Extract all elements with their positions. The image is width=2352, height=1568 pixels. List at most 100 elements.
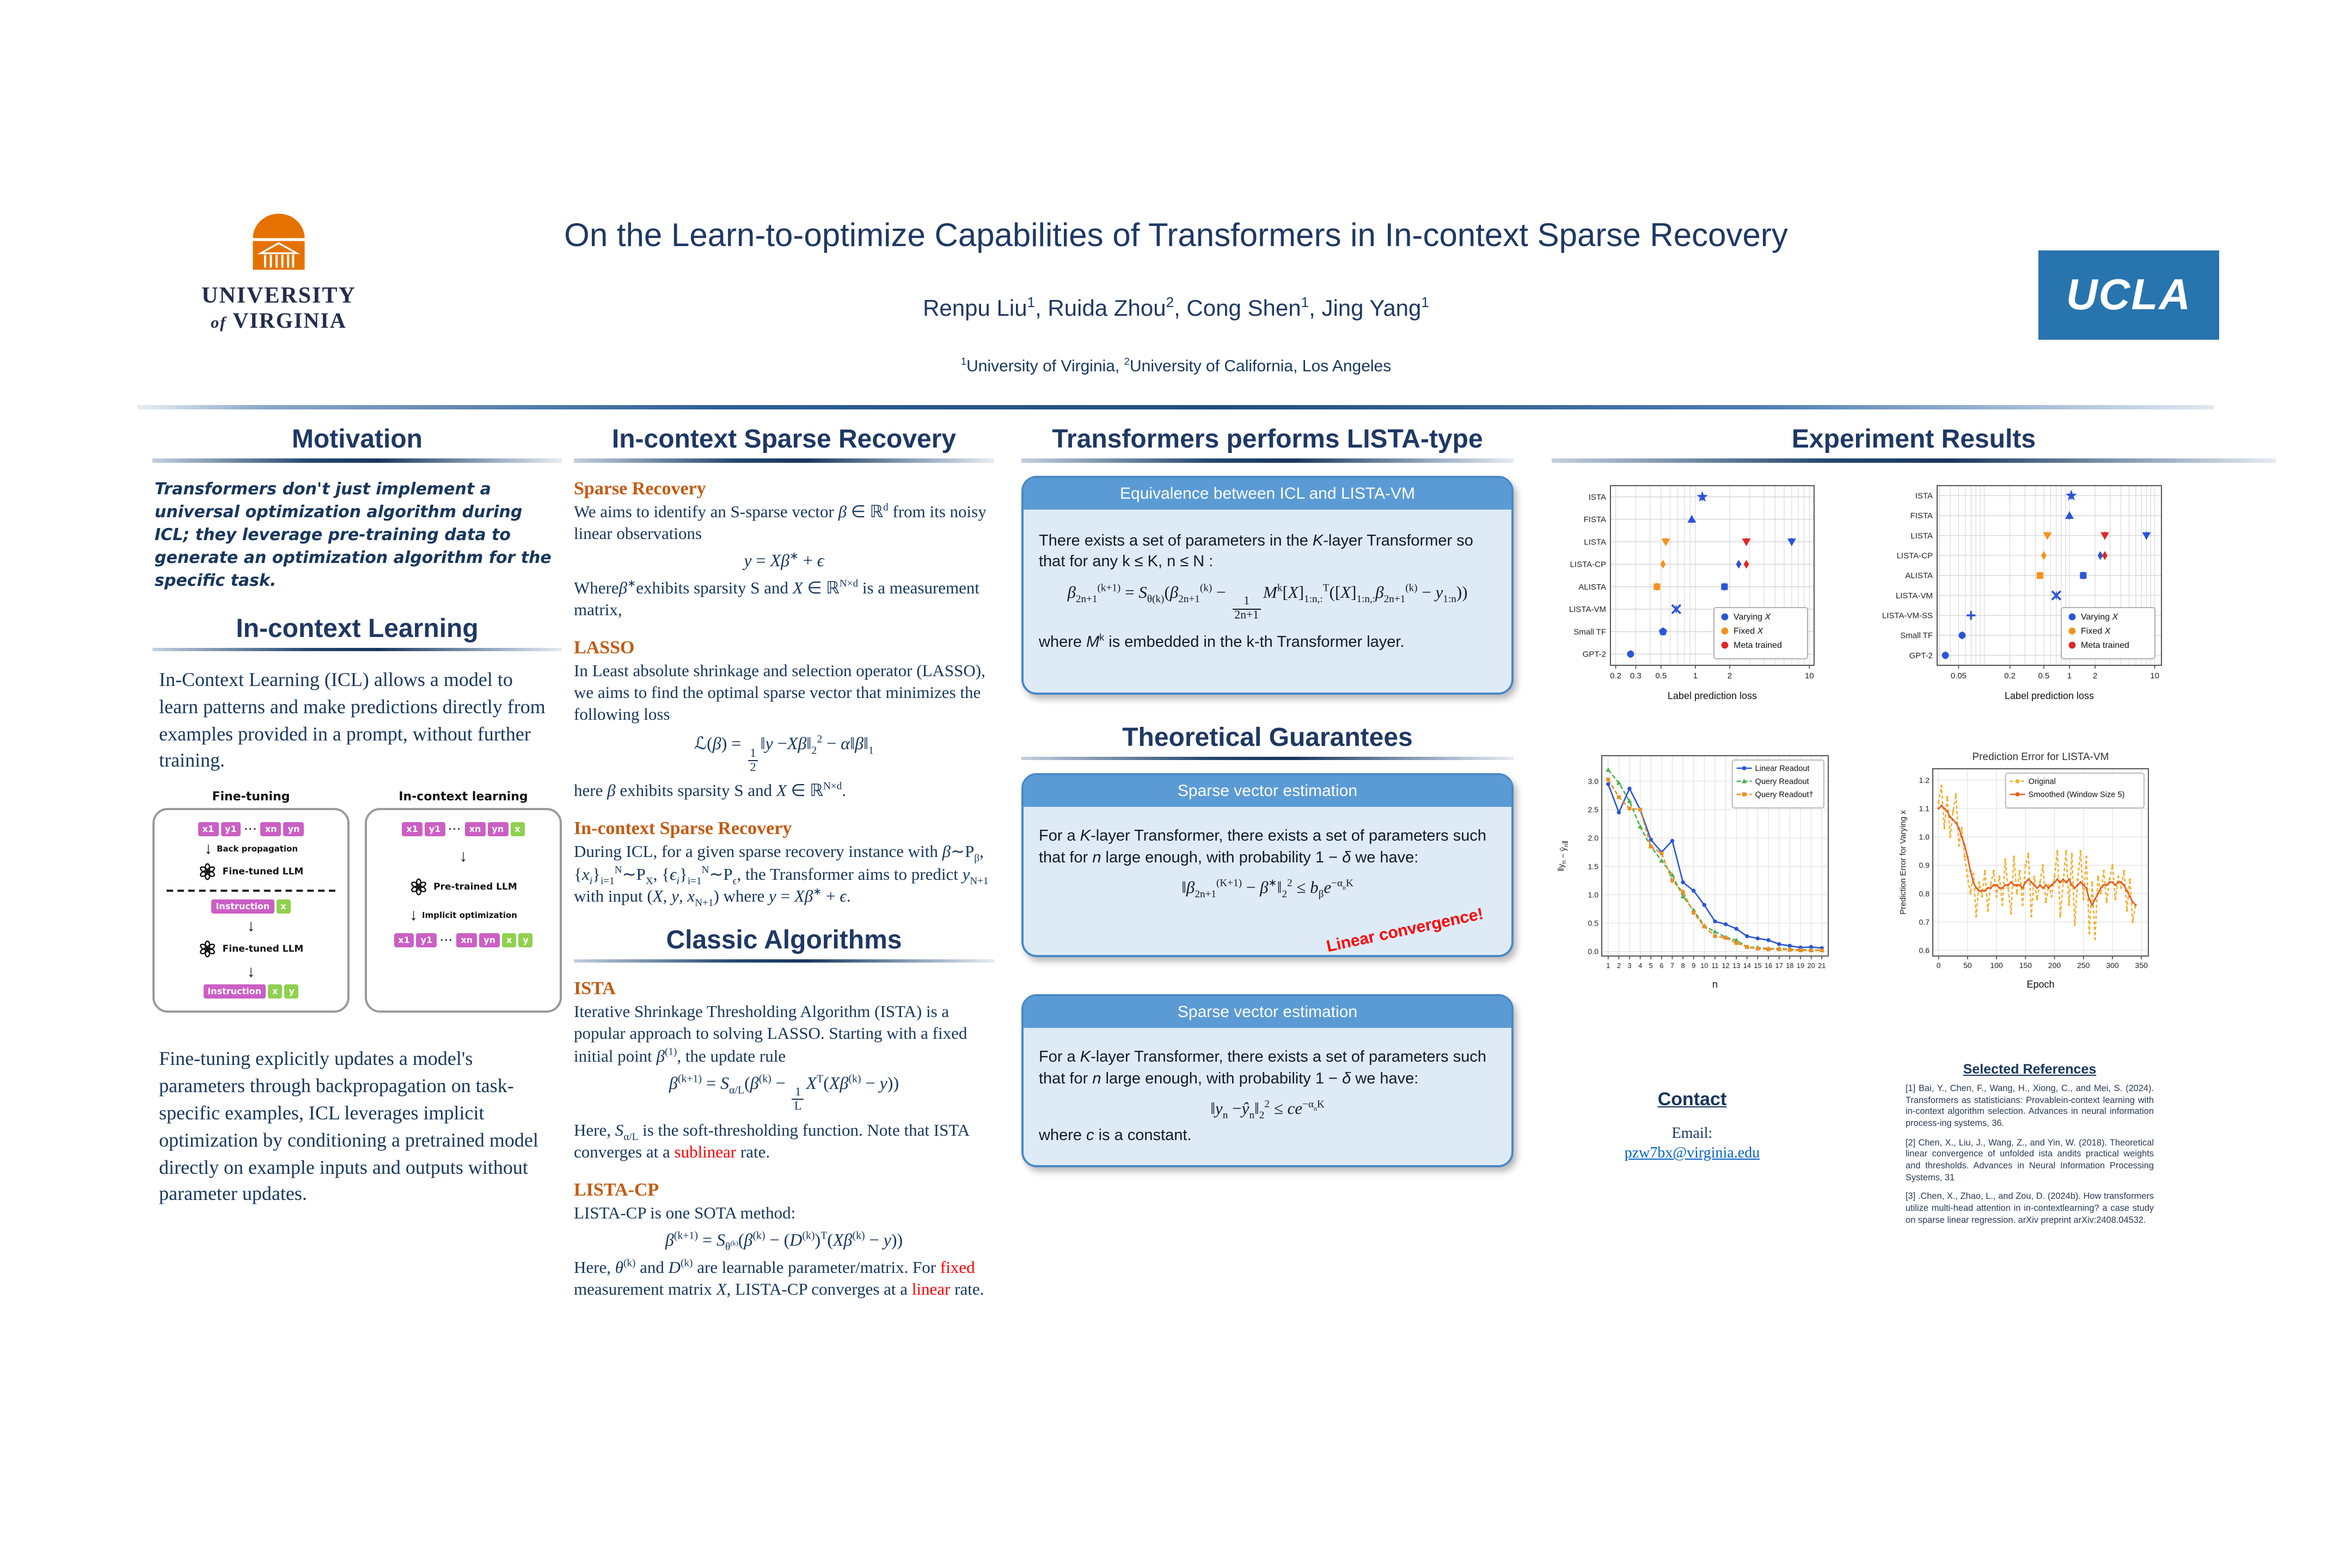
svg-text:18: 18: [1786, 961, 1793, 970]
section-underline: [152, 647, 562, 651]
column-experiments: Experiment Results ISTA FISTA LISTA LISTA-C…: [1552, 425, 2276, 1263]
theorem-box-beta-title: Sparse vector estimation: [1024, 775, 1511, 807]
svg-text:7: 7: [1670, 961, 1674, 970]
svg-text:1.1: 1.1: [1919, 804, 1930, 813]
column-sparse-recovery: In-context Sparse Recovery Sparse Recove…: [574, 425, 994, 1303]
svg-text:LISTA-VM: LISTA-VM: [1896, 591, 1933, 601]
section-experiment-results: Experiment Results: [1552, 425, 2276, 462]
svg-text:4: 4: [1638, 961, 1642, 970]
svg-text:1: 1: [2067, 671, 2072, 681]
contact-email-link[interactable]: pzw7bx@virginia.edu: [1624, 1146, 1760, 1162]
svg-text:Smoothed (Window Size 5): Smoothed (Window Size 5): [2029, 791, 2125, 799]
references-heading: Selected References: [1963, 1062, 2097, 1077]
token-chip: xn: [260, 822, 281, 837]
token-chip: xn: [456, 933, 477, 948]
theorem-y-note: where c is a constant.: [1039, 1127, 1192, 1145]
svg-text:2: 2: [2093, 671, 2097, 681]
svg-text:LISTA: LISTA: [1584, 537, 1606, 547]
column-motivation: Motivation Transformers don't just imple…: [152, 425, 562, 1223]
svg-text:GPT-2: GPT-2: [1583, 650, 1606, 659]
ellipsis-dots: ···: [448, 824, 462, 835]
theorem-box-y-title: Sparse vector estimation: [1024, 996, 1511, 1028]
equivalence-box: Equivalence between ICL and LISTA-VM The…: [1021, 475, 1514, 694]
token-row: x1 y1 ··· xn yn x: [401, 822, 525, 838]
svg-text:0.2: 0.2: [2004, 671, 2016, 681]
token-chip: yn: [479, 933, 500, 948]
equivalence-note: where Mk is embedded in the k-th Transfo…: [1039, 632, 1405, 652]
lista-cp-text2: Here, θ(k) and D(k) are learnable parame…: [574, 1257, 984, 1300]
subhead-lista-cp: LISTA-CP: [574, 1179, 659, 1200]
section-transformers-lista: Transformers performs LISTA-type: [1021, 425, 1514, 462]
svg-text:Small TF: Small TF: [1900, 631, 1933, 640]
ista-text: Iterative Shrinkage Thresholding Algorit…: [574, 1003, 967, 1066]
svg-text:0.8: 0.8: [1919, 889, 1930, 898]
uva-rotunda-icon: [253, 213, 305, 270]
svg-text:Varying X: Varying X: [1734, 612, 1772, 622]
svg-text:100: 100: [1990, 961, 2003, 970]
token-chip: x: [276, 899, 291, 914]
poster-authors: Renpu Liu1, Ruida Zhou2, Cong Shen1, Jin…: [923, 294, 1429, 321]
svg-text:8: 8: [1681, 961, 1685, 970]
token-chip: x1: [402, 822, 422, 837]
svg-text:0.2: 0.2: [1610, 671, 1621, 681]
ellipsis-dots: ···: [244, 824, 258, 835]
section-in-context-learning: In-context Learning: [152, 614, 562, 651]
svg-text:1: 1: [1693, 671, 1698, 681]
svg-text:1: 1: [1606, 961, 1610, 970]
equivalence-text: There exists a set of parameters in the …: [1039, 532, 1473, 571]
subhead-sparse-recovery: Sparse Recovery: [574, 477, 706, 498]
theorem-box-beta: Sparse vector estimation For a K-layer T…: [1021, 773, 1514, 957]
linear-convergence-callout: Linear convergence!: [1325, 904, 1486, 956]
svg-text:Linear Readout: Linear Readout: [1755, 764, 1810, 773]
equivalence-box-title: Equivalence between ICL and LISTA-VM: [1024, 477, 1511, 509]
svg-text:n: n: [1712, 979, 1718, 990]
svg-text:0.5: 0.5: [2038, 671, 2050, 681]
finetuning-panel: Fine-tuning x1 y1 ··· xn yn ↓ Back propagati…: [152, 790, 350, 1013]
token-chip: Instruction: [211, 899, 274, 914]
section-underline: [574, 959, 994, 963]
svg-text:Prediction Error for LISTA-VM: Prediction Error for LISTA-VM: [1973, 751, 2109, 763]
svg-text:2.5: 2.5: [1588, 805, 1599, 814]
lasso-text: In Least absolute shrinkage and selectio…: [574, 662, 985, 725]
section-underline: [1021, 458, 1514, 462]
svg-text:Small TF: Small TF: [1573, 627, 1606, 636]
svg-text:350: 350: [2135, 961, 2148, 970]
sparse-recovery-text: We aims to identify an S-sparse vector β…: [574, 501, 987, 543]
llm-row: Fine-tuned LLM: [199, 940, 303, 959]
token-chip: x: [268, 984, 283, 999]
svg-text:9: 9: [1692, 961, 1695, 970]
svg-text:Label prediction loss: Label prediction loss: [1668, 690, 1757, 701]
svg-text:Label prediction loss: Label prediction loss: [2005, 690, 2094, 701]
svg-text:‖yn − ŷn‖: ‖yn − ŷn‖: [1557, 841, 1570, 872]
arrow-label: Back propagation: [216, 844, 298, 854]
token-chip: y1: [220, 822, 241, 837]
equivalence-formula: β2n+1(k+1) = Sθ(k)(β2n+1(k) − 1 2n+1 Mk[X]…: [1067, 581, 1468, 621]
token-chip: x: [510, 822, 525, 837]
svg-text:Fixed X: Fixed X: [2081, 627, 2111, 636]
icsr-text: During ICL, for a given sparse recovery …: [574, 843, 989, 909]
svg-text:ISTA: ISTA: [1589, 493, 1606, 502]
svg-text:21: 21: [1818, 961, 1826, 970]
token-chip: xn: [464, 822, 486, 837]
svg-text:Prediction Error for Varying x: Prediction Error for Varying x: [1898, 810, 1908, 915]
column-theory: Transformers performs LISTA-type Equival…: [1021, 425, 1514, 1167]
svg-text:ALISTA: ALISTA: [1578, 583, 1606, 592]
token-chip: y: [284, 984, 299, 999]
svg-text:3: 3: [1627, 961, 1631, 970]
llm-row: Pre-trained LLM: [409, 878, 517, 897]
svg-text:LISTA-VM: LISTA-VM: [1569, 605, 1606, 614]
svg-text:1.5: 1.5: [1588, 862, 1599, 871]
svg-text:6: 6: [1659, 961, 1663, 970]
svg-text:10: 10: [2150, 671, 2159, 681]
svg-text:Epoch: Epoch: [2026, 979, 2054, 990]
subhead-icsr: In-context Sparse Recovery: [574, 818, 792, 839]
arrow-down-icon: ↓: [247, 963, 255, 982]
section-underline: [1021, 756, 1514, 760]
section-underline: [152, 458, 562, 462]
arrow-down-icon: ↓: [204, 840, 212, 859]
svg-text:19: 19: [1797, 961, 1804, 970]
svg-text:2.0: 2.0: [1588, 834, 1599, 842]
arrow-label: Implicit optimization: [422, 910, 517, 921]
uva-logo-line1: UNIVERSITY: [201, 282, 356, 308]
